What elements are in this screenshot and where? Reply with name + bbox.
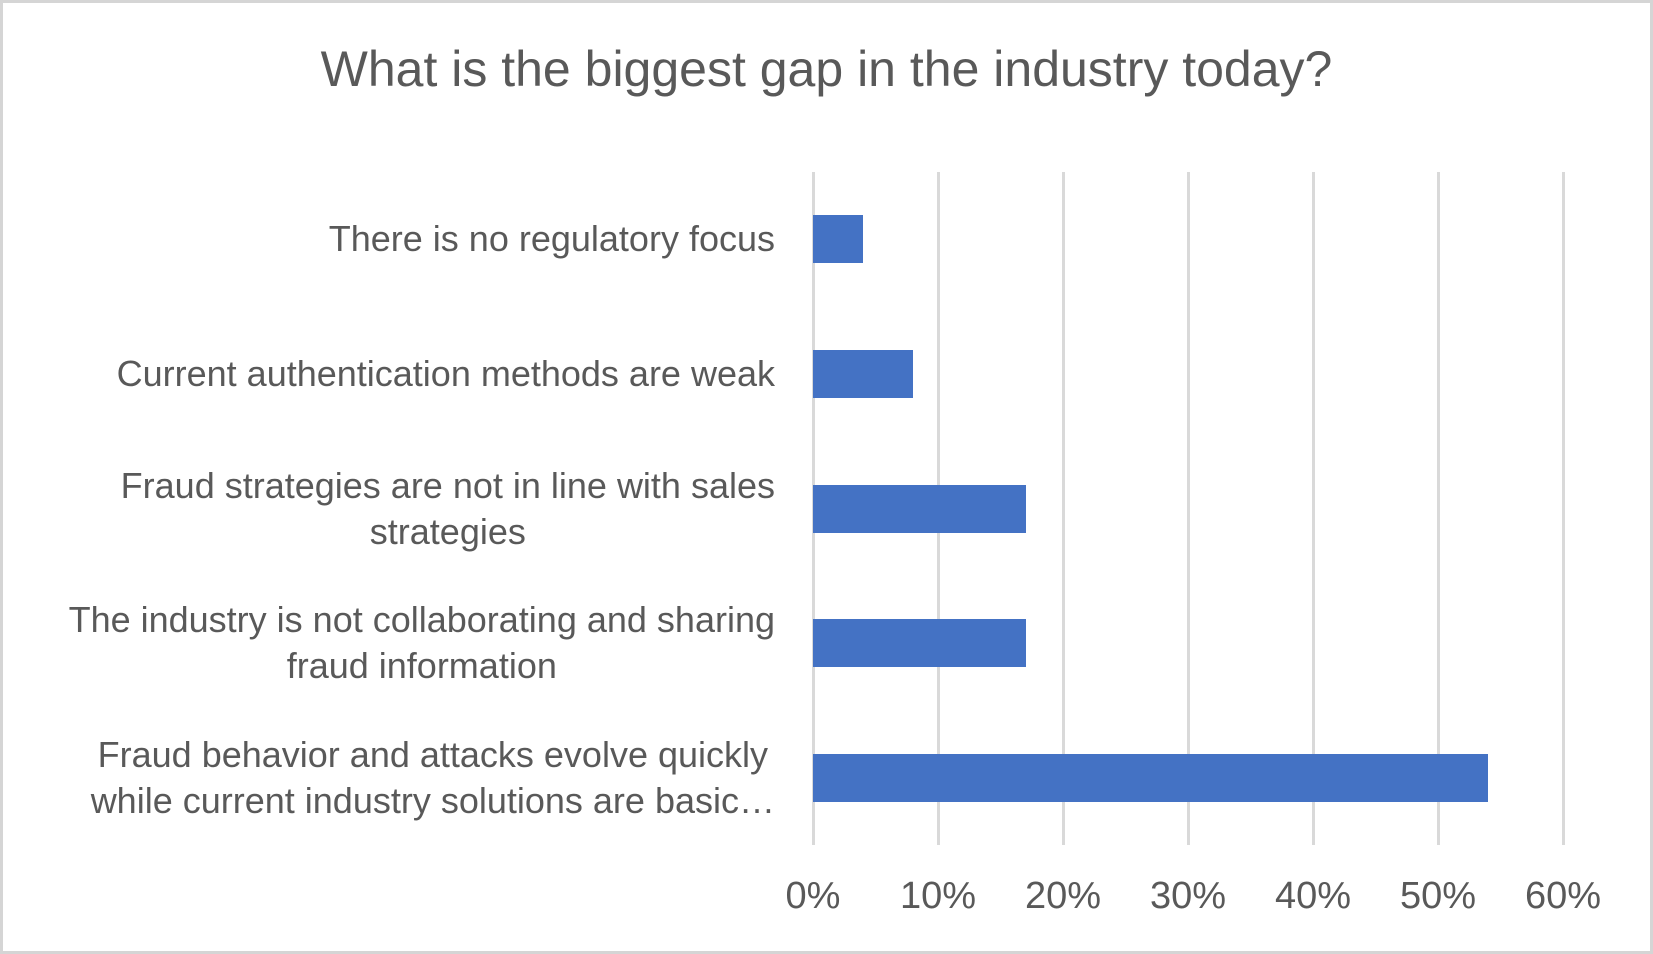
x-axis-tick-label-60%: 60% (1524, 875, 1602, 917)
category-label-2: Current authentication methods are weak (116, 352, 775, 394)
gridline-20% (1061, 172, 1065, 845)
gridline-50% (1436, 172, 1440, 845)
bar-category-1 (813, 215, 863, 264)
gridline-30% (1186, 172, 1190, 845)
bar-category-4 (813, 619, 1026, 668)
x-axis-tick-label-40%: 40% (1274, 875, 1352, 917)
category-label-4: The industry is not collaborating and sh… (68, 599, 775, 687)
category-label-3: Fraud strategies are not in line with sa… (120, 464, 775, 552)
bar-category-2 (813, 349, 913, 398)
bar-category-3 (813, 484, 1026, 533)
x-axis-tick-label-10%: 10% (899, 875, 977, 917)
x-axis-tick-label-50%: 50% (1399, 875, 1477, 917)
gridline-60% (1561, 172, 1565, 845)
category-label-1: There is no regulatory focus (328, 218, 775, 260)
x-axis-tick-label-20%: 20% (1024, 875, 1102, 917)
gridline-40% (1311, 172, 1315, 845)
bar-category-5 (813, 753, 1488, 802)
chart-title: What is the biggest gap in the industry … (320, 41, 1333, 97)
x-axis-tick-label-30%: 30% (1149, 875, 1227, 917)
x-axis-tick-label-0%: 0% (785, 875, 841, 917)
category-label-5: Fraud behavior and attacks evolve quickl… (90, 733, 775, 821)
